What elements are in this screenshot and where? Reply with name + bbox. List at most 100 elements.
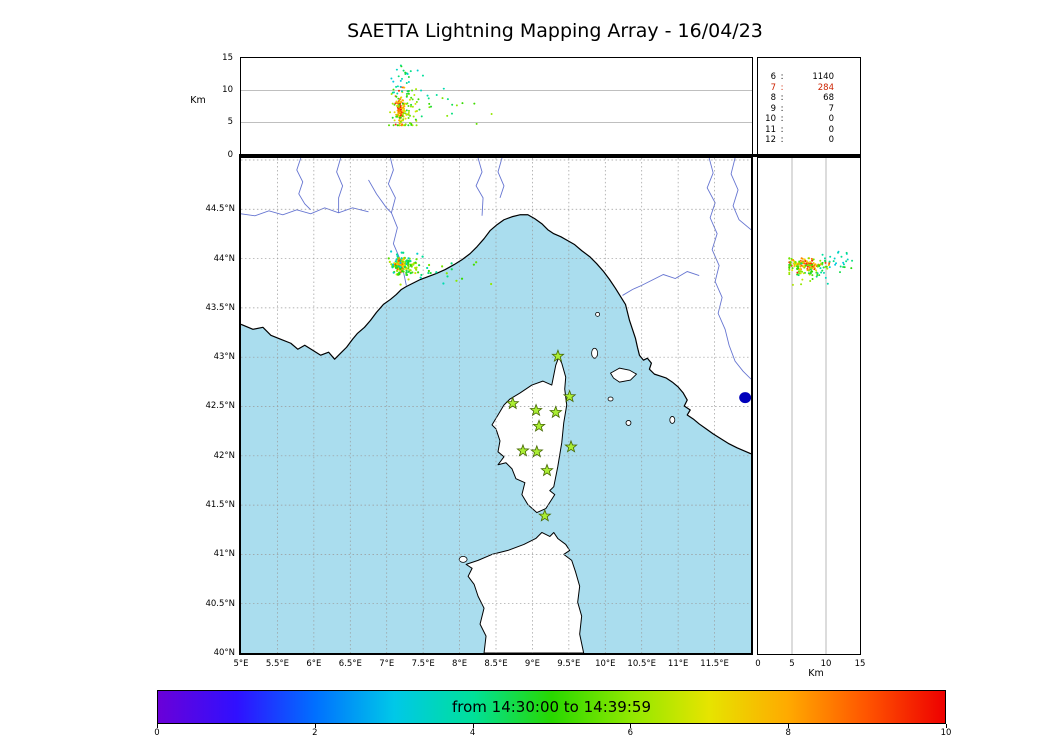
colorbar-tickmark: [472, 724, 474, 728]
station-star-icon: [505, 396, 520, 410]
source-count-label: :: [780, 93, 784, 103]
source-count-label: 8: [770, 93, 776, 103]
source-count-label: 6: [770, 72, 776, 82]
map-lat-tick: 42°N: [213, 450, 235, 461]
altitude-axis-label-bottom: Km: [808, 668, 824, 679]
km-tick: 5: [789, 659, 795, 669]
map-lon-tick: 8.5°E: [484, 659, 508, 669]
station-count-row: 11: 0: [758, 125, 860, 136]
altitude-tick: 5: [227, 117, 233, 128]
lake-bolsena: [739, 392, 751, 404]
map-lon-tick: 5.5°E: [265, 659, 289, 669]
flash-points-map: [387, 250, 493, 286]
flash-points-alt-lat: [788, 250, 854, 286]
map-lon-tick: 11.5°E: [700, 659, 729, 669]
colorbar-tickmark: [314, 724, 316, 728]
altitude-longitude-plot: [241, 64, 752, 127]
altitude-latitude-panel: [757, 157, 861, 655]
source-count-label: :: [780, 124, 784, 135]
station-star-icon: [529, 403, 543, 417]
altitude-tick: 0: [227, 149, 233, 160]
small-island: [591, 347, 598, 359]
station-count-row: 9: 7: [758, 104, 860, 115]
source-count-value: 1140: [812, 72, 834, 82]
station-star-icon: [562, 389, 577, 403]
altitude-latitude-plot: [788, 158, 854, 654]
map-lat-tick: 44.5°N: [205, 204, 235, 215]
source-count-value: 0: [828, 135, 834, 145]
station-star-icon: [516, 443, 530, 457]
source-count-label: :: [780, 72, 784, 82]
map-lon-tick: 5°E: [233, 659, 249, 669]
station-star-icon: [538, 508, 552, 522]
map-lat-tick: 43.5°N: [205, 302, 235, 313]
station-count-row: 6: 1140: [758, 72, 860, 83]
colorbar-tick: 4: [469, 728, 476, 738]
map-lon-tick: 11°E: [667, 659, 689, 669]
source-count-label: :: [780, 135, 784, 145]
station-star-icon: [532, 419, 546, 432]
map-lon-tick: 10°E: [595, 659, 616, 669]
station-star-icon: [540, 463, 554, 477]
source-count-label: 7: [770, 82, 776, 93]
source-count-value: 284: [817, 82, 834, 93]
km-tick: 15: [854, 659, 866, 669]
altitude-tick: 10: [222, 84, 233, 95]
map-lon-tick: 8°E: [452, 659, 468, 669]
station-markers: [505, 349, 578, 522]
station-star-icon: [551, 349, 565, 363]
map-lat-tick: 42.5°N: [205, 401, 235, 412]
station-stats-panel: 6: 1140 7: 284 8: 68 9:7 10: 0 11: 0 12: 0: [757, 57, 861, 156]
colorbar-tickmark: [788, 724, 790, 728]
source-count-label: 10: [765, 114, 776, 124]
source-count-value: 68: [823, 93, 834, 103]
source-count-label: 12: [765, 135, 776, 145]
page-title: SAETTA Lightning Mapping Array - 16/04/2…: [347, 20, 763, 42]
geographic-map: [241, 158, 751, 653]
map-lat-tick: 44°N: [213, 253, 235, 264]
station-count-row: 10: 0: [758, 114, 860, 125]
station-count-row: 7: 284: [758, 83, 860, 94]
colorbar-tick: 0: [154, 728, 160, 738]
small-island: [458, 555, 468, 563]
map-lon-tick: 9°E: [524, 659, 540, 669]
map-lat-tick: 41°N: [213, 549, 235, 560]
map-lat-tick: 40°N: [213, 648, 235, 658]
map-lon-tick: 10.5°E: [627, 659, 656, 669]
map-lon-tick: 6°E: [306, 659, 322, 669]
map-panel: [239, 156, 753, 655]
rivers: [241, 158, 751, 380]
small-island: [607, 396, 614, 402]
colorbar-tick: 6: [627, 728, 634, 738]
elba-island: [609, 367, 638, 383]
source-count-label: 11: [765, 124, 776, 135]
sardinia-island: [465, 531, 585, 653]
altitude-longitude-panel: [240, 57, 753, 156]
time-colorbar: from 14:30:00 to 14:39:59: [157, 690, 946, 724]
colorbar-tickmark: [630, 724, 632, 728]
colorbar-time-label: from 14:30:00 to 14:39:59: [451, 698, 651, 716]
graticule: [241, 158, 751, 653]
map-lon-tick: 7.5°E: [411, 659, 435, 669]
station-star-icon: [530, 444, 544, 458]
altitude-tick: 15: [222, 52, 233, 63]
source-count-label: :: [780, 103, 784, 114]
map-lat-tick: 40.5°N: [205, 598, 235, 609]
km-tick: 0: [755, 659, 761, 669]
altitude-axis-label: Km: [190, 95, 206, 106]
station-count-row: 12: 0: [758, 135, 860, 146]
colorbar-tickmark: [946, 724, 947, 728]
colorbar-tick: 10: [940, 728, 952, 738]
colorbar-tickmark: [157, 724, 158, 728]
flash-points-alt-lon: [388, 64, 493, 127]
source-count-value: 0: [828, 114, 834, 124]
station-star-icon: [549, 405, 563, 419]
source-count-value: 0: [828, 124, 834, 135]
source-count-label: :: [780, 82, 784, 93]
source-count-label: :: [780, 114, 784, 124]
map-lat-tick: 41.5°N: [205, 500, 235, 511]
small-island: [595, 311, 600, 317]
mainland-coastline: [241, 214, 751, 455]
map-lon-tick: 9.5°E: [557, 659, 581, 669]
